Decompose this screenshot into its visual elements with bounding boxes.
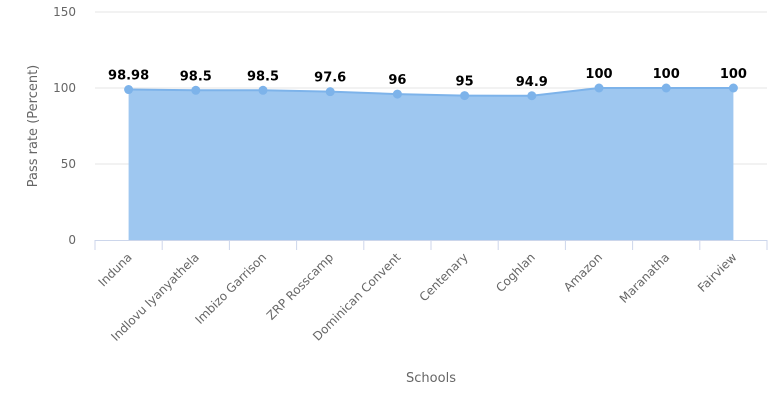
data-point: [392, 89, 402, 99]
x-axis-title: Schools: [406, 371, 456, 386]
series-line: [128, 87, 734, 97]
y-tick-label: 150: [53, 5, 76, 19]
data-label: 94.9: [516, 75, 548, 90]
data-label: 98.5: [247, 69, 279, 84]
data-label: 100: [720, 67, 747, 82]
data-label: 100: [653, 67, 680, 82]
data-label: 98.98: [108, 69, 149, 84]
data-label: 100: [585, 67, 612, 82]
y-axis-title: Pass rate (Percent): [26, 65, 41, 188]
data-label: 98.5: [180, 69, 212, 84]
data-point: [728, 83, 738, 93]
data-point: [325, 87, 335, 97]
data-label: 96: [388, 73, 406, 88]
label-layer: 98.98 98.5 98.5 97.6 96 95 94.9 100 100 100: [108, 67, 747, 90]
point-layer: [124, 83, 738, 101]
data-point: [124, 85, 134, 95]
x-tick-label: Coghlan: [493, 250, 538, 295]
area-fill: [128, 88, 734, 240]
x-tick-label: Imbizo Garrison: [192, 250, 269, 327]
x-tick-label: Fairview: [695, 250, 740, 295]
data-point: [191, 85, 201, 95]
data-label: 97.6: [314, 71, 346, 86]
data-point: [661, 83, 671, 93]
x-tick-label: ZRP Rosscamp: [264, 250, 336, 322]
x-tick-label: Centenary: [417, 250, 471, 304]
y-tick-label: 50: [61, 157, 76, 171]
x-tick-label: Induna: [96, 250, 135, 289]
y-tick-label: 0: [68, 233, 76, 247]
area-layer: [128, 87, 734, 240]
data-point: [460, 91, 470, 101]
data-label: 95: [456, 75, 474, 90]
data-point: [594, 83, 604, 93]
x-tick-label: Amazon: [561, 250, 605, 294]
data-point: [527, 91, 537, 101]
x-tick-label: Maranatha: [617, 250, 673, 306]
y-tick-label: 100: [53, 81, 76, 95]
data-point: [258, 85, 268, 95]
